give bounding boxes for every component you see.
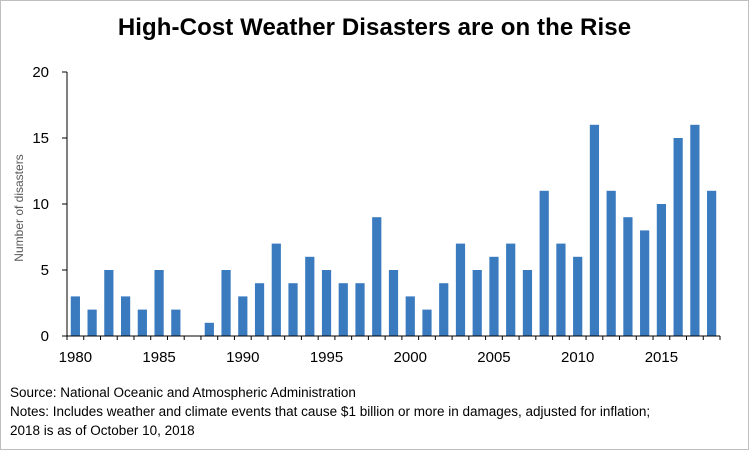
x-tick-label: 2000 [394, 349, 427, 366]
y-ticks-group: 0 5 10 15 20 [32, 64, 67, 345]
source-note: Source: National Oceanic and Atmospheric… [10, 385, 356, 400]
bar-2001 [422, 309, 432, 336]
bar-1995 [321, 270, 332, 336]
bar-1993 [288, 283, 298, 336]
bar-1992 [271, 243, 281, 336]
bar-2014 [640, 230, 650, 336]
bar-2006 [506, 243, 516, 336]
bar-1981 [87, 309, 97, 336]
x-tick-label: 2015 [645, 349, 678, 366]
x-ticks-group: 1980 1985 1990 1995 2000 2005 2010 2015 [59, 336, 721, 366]
x-tick-label: 1995 [310, 349, 343, 366]
bar-1988 [204, 322, 214, 336]
bar-2008 [539, 190, 549, 336]
bar-2013 [623, 217, 633, 336]
y-tick-label: 20 [32, 64, 49, 81]
bar-1997 [355, 283, 365, 336]
x-tick-label: 2005 [477, 349, 510, 366]
y-tick-label: 15 [32, 130, 49, 147]
x-tick-label: 1980 [59, 349, 92, 366]
bar-1986 [171, 309, 181, 336]
y-tick-label: 0 [41, 328, 49, 345]
bar-2017 [690, 124, 700, 336]
y-axis-label: Number of disasters [12, 154, 26, 261]
bar-1983 [121, 296, 131, 336]
bar-2003 [455, 243, 466, 336]
bar-1984 [137, 309, 147, 336]
bar-1994 [305, 256, 315, 336]
bar-1989 [221, 270, 231, 336]
bar-1980 [70, 296, 80, 336]
x-tick-label: 2010 [561, 349, 594, 366]
bar-2007 [522, 270, 533, 336]
chart-plot: 0 5 10 15 20 1980 1985 1990 1995 2000 2005 2010 201… [12, 64, 721, 366]
notes-line-2: 2018 is as of October 10, 2018 [10, 423, 195, 438]
bar-2005 [489, 256, 499, 336]
bar-2002 [439, 283, 449, 336]
bar-1999 [388, 270, 399, 336]
y-tick-label: 10 [32, 196, 49, 213]
bar-2004 [472, 270, 482, 336]
bar-1990 [238, 296, 248, 336]
x-tick-label: 1990 [226, 349, 259, 366]
bar-1991 [254, 283, 265, 336]
bar-1985 [154, 270, 164, 336]
bar-2015 [656, 204, 666, 336]
bar-2009 [556, 243, 566, 336]
chart-title: High-Cost Weather Disasters are on the R… [117, 14, 632, 41]
bar-2012 [606, 190, 616, 336]
bar-2011 [589, 124, 600, 336]
y-tick-label: 5 [41, 262, 49, 279]
bar-2016 [673, 138, 683, 336]
bar-2010 [573, 256, 583, 336]
bar-2000 [405, 296, 415, 336]
bar-2018 [707, 190, 717, 336]
bar-1996 [338, 283, 348, 336]
bar-1982 [104, 270, 114, 336]
bars-group [70, 124, 717, 336]
notes-line-1: Notes: Includes weather and climate even… [10, 404, 651, 419]
bar-1998 [372, 217, 382, 336]
chart-notes: Source: National Oceanic and Atmospheric… [10, 383, 740, 440]
x-tick-label: 1985 [142, 349, 175, 366]
